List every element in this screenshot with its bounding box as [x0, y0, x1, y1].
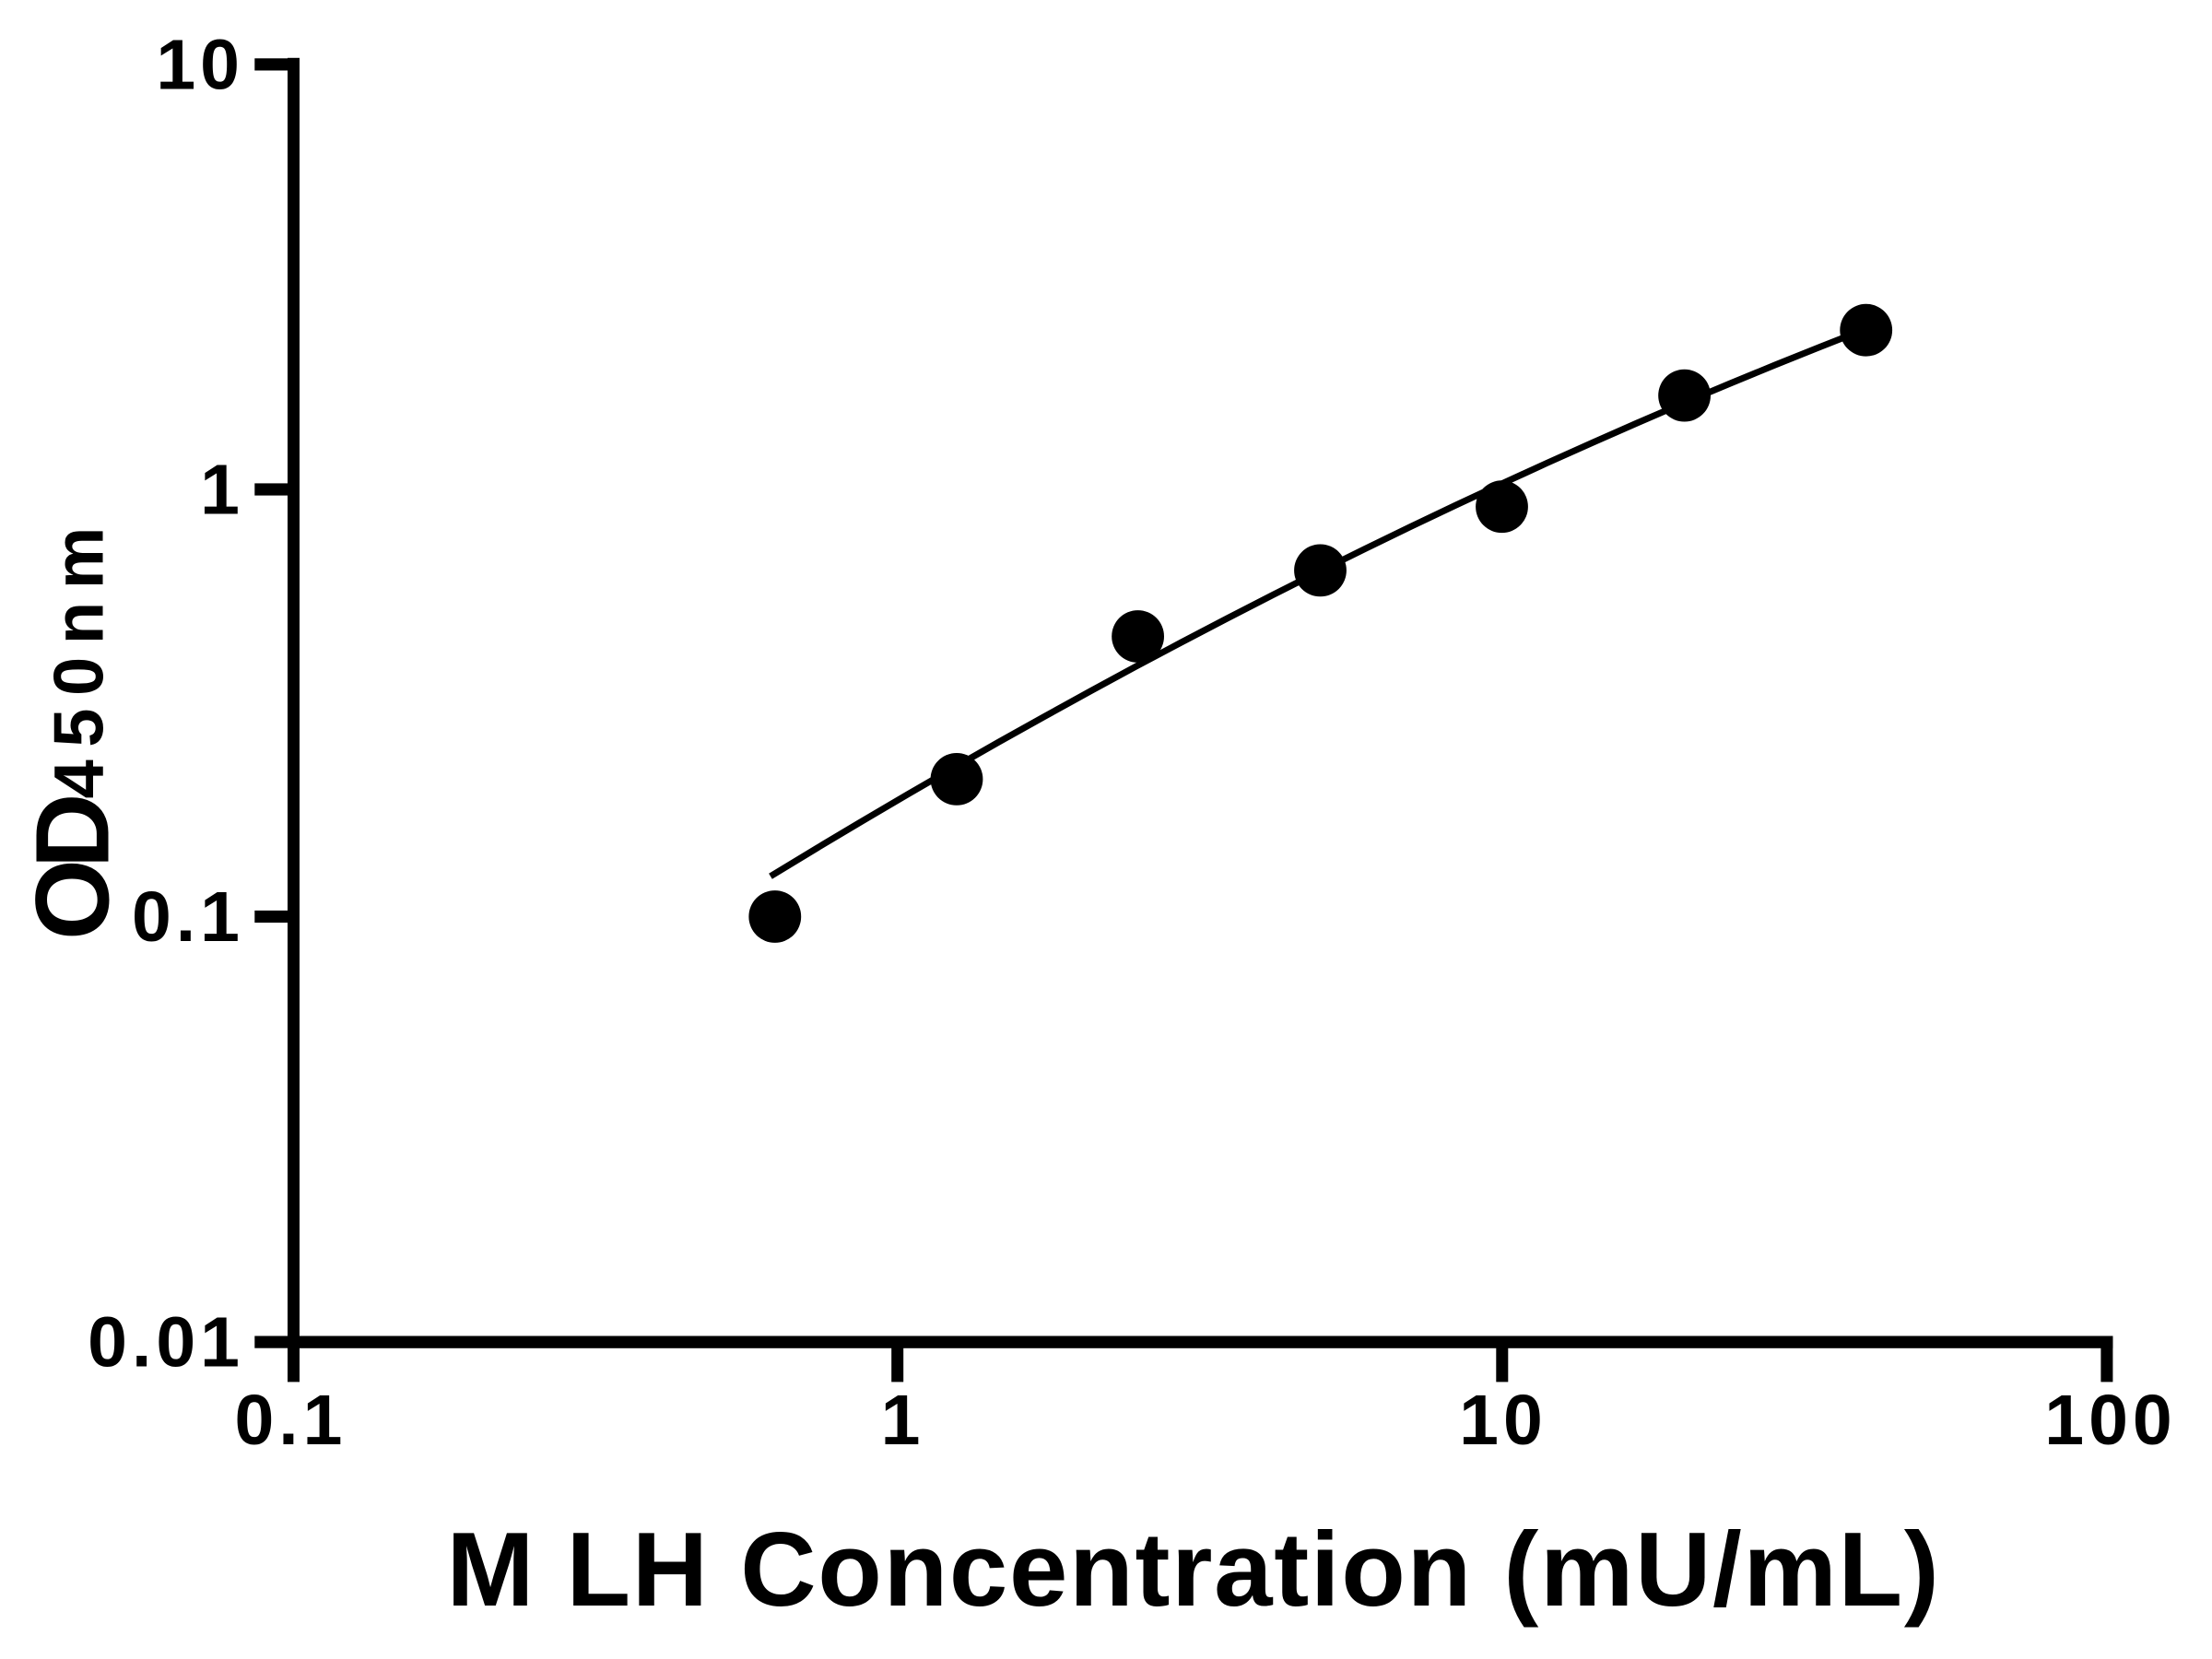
svg-text:10: 10	[156, 25, 244, 104]
svg-text:1: 1	[881, 1381, 925, 1460]
svg-text:M LH Concentration (mU/mL): M LH Concentration (mU/mL)	[446, 1512, 1940, 1629]
svg-text:0.01: 0.01	[88, 1303, 244, 1382]
svg-text:0.1: 0.1	[132, 877, 244, 957]
svg-text:0.1: 0.1	[234, 1381, 347, 1460]
svg-text:1: 1	[200, 451, 244, 530]
svg-text:10: 10	[1459, 1381, 1547, 1460]
svg-text:100: 100	[2044, 1381, 2176, 1460]
